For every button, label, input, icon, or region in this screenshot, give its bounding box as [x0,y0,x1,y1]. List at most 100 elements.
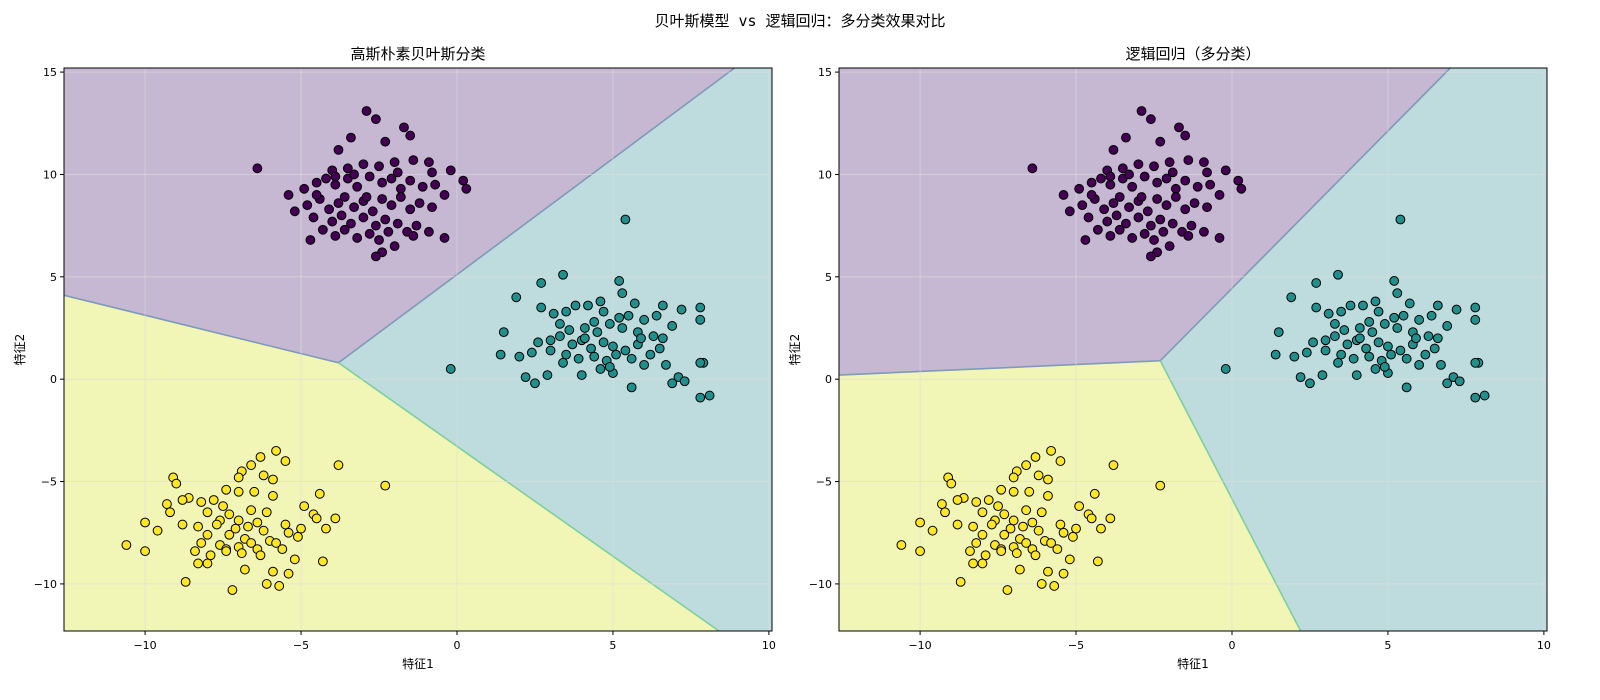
data-point-purple [424,157,434,168]
data-point-teal [1270,349,1281,360]
data-point-teal [1364,316,1375,327]
data-point-purple [349,169,359,180]
data-point-teal [1339,325,1350,335]
data-point-purple [1080,235,1091,245]
data-point-yellow [1055,456,1066,466]
data-point-teal [1479,390,1490,401]
data-point-yellow [1092,556,1103,567]
data-point-yellow [1086,513,1097,524]
data-point-purple [1145,251,1156,262]
data-point-purple [358,159,369,170]
data-point-purple [1158,226,1169,237]
data-point-teal [1345,300,1356,311]
y-tick-label: 15 [43,66,57,79]
data-point-yellow [1024,486,1035,497]
data-point-teal [1442,378,1453,389]
data-point-purple [380,214,391,225]
data-point-yellow [261,507,272,518]
data-point-teal [1414,314,1425,325]
data-point-yellow [1052,544,1063,555]
data-point-purple [377,177,388,188]
data-point-yellow [1036,507,1047,518]
data-point-teal [1295,372,1306,383]
data-point-teal [561,349,572,360]
data-point-purple [1136,192,1147,202]
decision-region-purple [839,68,1451,376]
data-point-purple [1149,235,1159,245]
data-point-purple [352,233,363,243]
data-point-purple [1183,230,1194,241]
data-point-teal [651,310,662,321]
data-point-yellow [205,550,216,561]
data-point-teal [1379,362,1390,372]
data-point-teal [1286,292,1297,303]
data-point-purple [1139,171,1150,182]
data-point-purple [1164,157,1175,168]
data-point-purple [389,157,400,168]
data-point-purple [1121,132,1131,143]
data-point-purple [1027,163,1038,174]
data-point-teal [1348,353,1359,364]
data-point-teal [520,372,531,383]
x-tick-label: −5 [293,639,309,652]
x-tick-label: 10 [762,639,776,652]
data-point-yellow [202,558,213,569]
data-point-teal [598,306,609,317]
data-point-teal [1330,319,1340,329]
data-point-purple [405,204,416,215]
data-point-teal [1470,314,1481,325]
data-point-teal [1395,214,1406,225]
data-point-purple [374,235,384,245]
data-point-yellow [1008,515,1019,526]
data-point-purple [1111,210,1122,221]
data-point-teal [564,325,575,335]
data-point-purple [1180,130,1191,141]
data-point-teal [695,357,706,368]
data-point-teal [1392,288,1403,299]
data-point-teal [639,314,650,325]
data-point-purple [1192,181,1203,192]
data-point-teal [1392,323,1403,333]
data-point-teal [617,288,628,299]
data-point-teal [1398,310,1409,321]
data-point-teal [1370,296,1381,307]
data-point-teal [614,276,625,286]
data-point-yellow [1046,538,1056,548]
data-point-teal [583,300,593,311]
data-point-yellow [246,460,257,471]
data-point-yellow [999,509,1010,520]
data-point-purple [339,192,350,202]
data-point-yellow [1058,568,1069,579]
data-point-teal [558,269,568,280]
x-tick-label: 5 [1384,639,1391,652]
data-point-purple [427,202,437,213]
data-point-purple [1105,230,1116,241]
data-point-purple [330,179,341,190]
data-point-yellow [202,529,213,540]
data-point-yellow [236,548,247,559]
data-point-yellow [996,484,1007,495]
data-point-yellow [293,531,303,542]
data-point-yellow [1002,585,1013,595]
data-point-purple [386,173,397,184]
data-point-teal [667,378,678,389]
data-point-yellow [983,495,994,505]
data-point-yellow [946,478,957,489]
data-point-purple [1236,183,1247,194]
data-point-yellow [152,525,163,536]
data-point-yellow [937,499,947,509]
data-point-teal [558,357,568,368]
data-point-yellow [1046,445,1056,456]
panel-title: 逻辑回归（多分类） [1125,45,1260,63]
x-tick-label: −10 [133,639,156,652]
plot-area [839,68,1547,631]
data-point-purple [408,230,419,241]
data-point-purple [1136,106,1147,116]
data-point-yellow [980,550,991,561]
decision-region-purple [64,68,735,363]
data-point-teal [598,337,609,348]
data-point-teal [561,306,572,317]
data-point-teal [1404,298,1415,309]
data-point-purple [370,220,381,231]
data-point-yellow [258,525,269,536]
